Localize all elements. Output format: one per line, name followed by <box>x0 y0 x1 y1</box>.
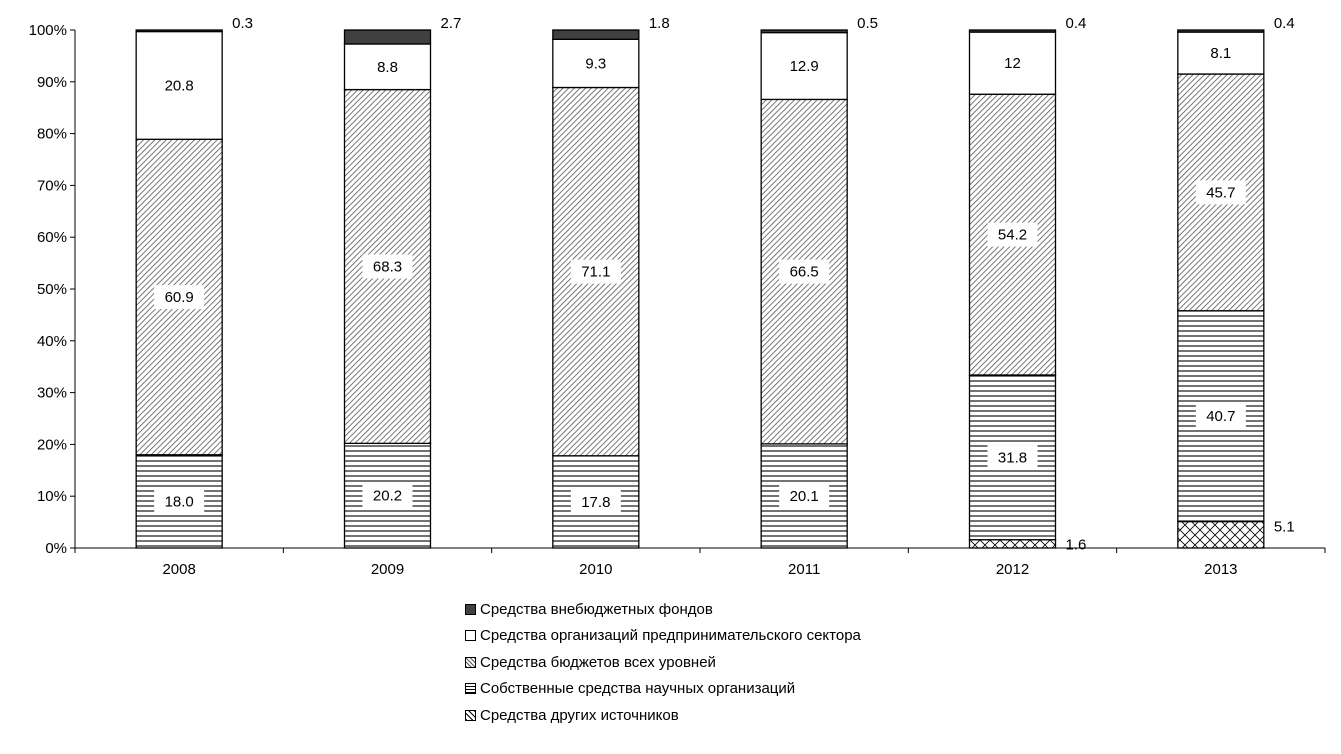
data-label: 2.7 <box>441 15 462 32</box>
legend-swatch <box>465 603 476 615</box>
data-label: 9.3 <box>585 55 606 72</box>
x-tick-label: 2013 <box>1204 561 1237 578</box>
data-label: 0.5 <box>857 15 878 32</box>
legend-item: Средства других источников <box>465 702 861 729</box>
y-tick-label: 40% <box>37 333 67 350</box>
legend-label: Средства бюджетов всех уровней <box>480 653 716 671</box>
y-tick-label: 80% <box>37 126 67 143</box>
bar-segment <box>968 539 1057 549</box>
legend-item: Средства организаций предпринимательског… <box>465 623 861 650</box>
bar-segment <box>1177 29 1265 33</box>
data-label: 17.8 <box>581 494 610 511</box>
data-label-box <box>362 254 413 279</box>
legend-item: Средства бюджетов всех уровней <box>465 649 861 676</box>
data-label: 20.2 <box>373 488 402 505</box>
bar-segment <box>552 29 640 40</box>
y-tick-label: 70% <box>37 177 67 194</box>
data-label: 68.3 <box>373 258 402 275</box>
data-label-box <box>987 222 1038 247</box>
data-label-box <box>1200 41 1242 66</box>
data-label-box <box>779 54 830 79</box>
legend-label: Собственные средства научных организаций <box>480 680 796 698</box>
data-label-box <box>1195 180 1246 205</box>
data-label-box <box>779 483 830 508</box>
data-label-box <box>570 259 621 284</box>
data-label: 20.1 <box>790 488 819 505</box>
data-label-box <box>154 489 205 514</box>
data-label-box <box>996 51 1029 76</box>
legend-swatch <box>465 630 476 642</box>
x-tick-label: 2008 <box>162 561 195 578</box>
y-tick-label: 0% <box>45 540 67 557</box>
data-label: 0.3 <box>232 15 253 32</box>
data-label-box <box>367 54 408 79</box>
data-label: 8.8 <box>377 59 398 76</box>
y-tick-label: 30% <box>37 385 67 402</box>
data-label: 1.8 <box>649 15 670 32</box>
bar-segment <box>343 29 432 45</box>
legend-label: Средства внебюджетных фондов <box>480 600 713 618</box>
data-label: 31.8 <box>998 449 1027 466</box>
bar-segment <box>968 29 1057 33</box>
data-label-box <box>987 445 1038 470</box>
data-label-box <box>575 51 617 76</box>
data-label-box <box>154 285 205 310</box>
y-tick-label: 20% <box>37 436 67 453</box>
data-label: 5.1 <box>1274 519 1295 536</box>
data-label: 1.6 <box>1066 537 1087 554</box>
data-label: 0.4 <box>1066 15 1087 32</box>
y-tick-label: 10% <box>37 488 67 505</box>
data-label: 71.1 <box>581 264 610 281</box>
x-tick-label: 2010 <box>579 561 612 578</box>
legend-swatch <box>465 683 476 695</box>
bar-segment <box>1177 520 1265 549</box>
data-label: 12.9 <box>790 58 819 75</box>
y-tick-label: 100% <box>29 22 67 39</box>
y-tick-label: 50% <box>37 281 67 298</box>
x-tick-label: 2011 <box>788 561 820 578</box>
data-label: 54.2 <box>998 227 1027 244</box>
data-label: 12 <box>1004 55 1021 72</box>
x-tick-label: 2009 <box>371 561 404 578</box>
legend-swatch <box>465 656 476 668</box>
data-label-box <box>1195 404 1246 429</box>
data-label: 18.0 <box>165 493 194 510</box>
data-label-box <box>779 259 830 284</box>
legend-label: Средства других источников <box>480 706 679 724</box>
data-label: 20.8 <box>165 77 194 94</box>
data-label-box <box>570 489 621 514</box>
data-label: 45.7 <box>1206 184 1235 201</box>
legend-item: Собственные средства научных организаций <box>465 676 861 703</box>
legend-swatch <box>465 709 476 721</box>
data-label: 8.1 <box>1210 45 1231 62</box>
data-label: 40.7 <box>1206 408 1235 425</box>
y-tick-label: 90% <box>37 74 67 91</box>
data-label-box <box>154 73 205 98</box>
legend-item: Средства внебюджетных фондов <box>465 596 861 623</box>
data-label-box <box>362 483 413 508</box>
data-label: 66.5 <box>790 264 819 281</box>
y-tick-label: 60% <box>37 229 67 246</box>
bar-segment <box>760 29 848 34</box>
data-label: 60.9 <box>165 289 194 306</box>
legend: Средства внебюджетных фондов Средства орг… <box>465 596 861 729</box>
x-tick-label: 2012 <box>996 561 1029 578</box>
legend-label: Средства организаций предпринимательског… <box>480 627 861 645</box>
data-label: 0.4 <box>1274 15 1295 32</box>
bar-segment <box>135 29 223 33</box>
